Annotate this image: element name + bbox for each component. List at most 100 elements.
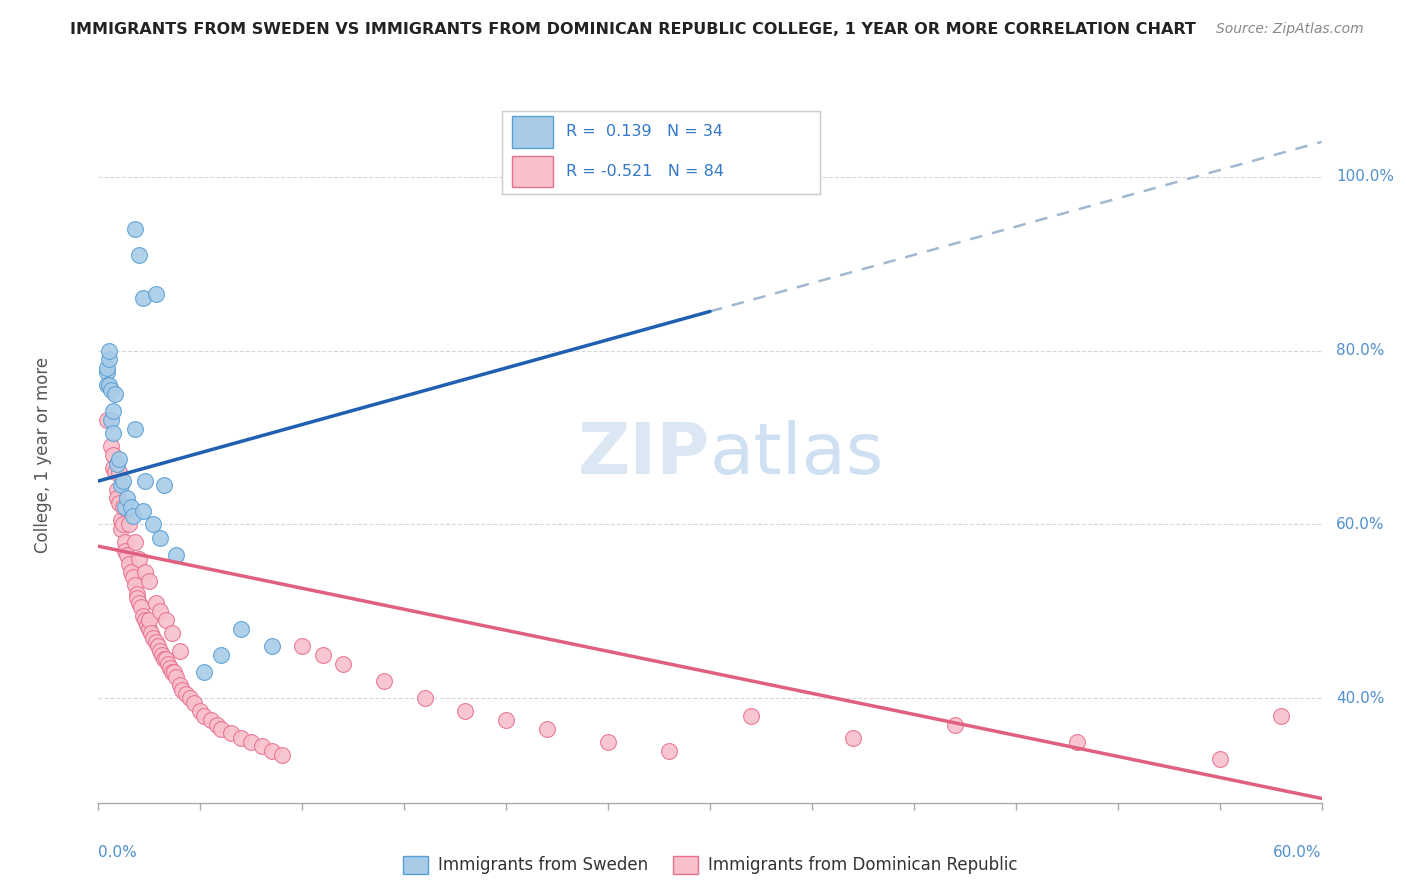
Point [134,613,156,627]
Point [260,639,283,653]
Point [110,513,132,527]
Point [100,413,122,427]
Point [105,483,128,497]
Point [169,643,191,657]
Point [260,744,283,758]
Point [159,661,181,675]
Point [145,287,167,301]
Point [495,713,517,727]
Point [209,722,232,736]
Point [598,735,620,749]
Point [219,726,242,740]
Point [142,517,165,532]
Point [193,708,215,723]
Point [108,496,131,510]
Point [138,622,160,636]
Point [270,747,294,762]
Text: College, 1 year or more: College, 1 year or more [34,357,52,553]
Point [132,291,155,305]
Point [127,591,149,606]
Point [138,613,160,627]
Point [108,466,131,480]
Point [142,631,165,645]
Point [841,731,863,745]
Point [231,622,253,636]
Point [149,531,172,545]
Point [115,548,138,562]
Point [152,478,174,492]
Point [101,426,124,441]
Point [170,682,193,697]
Point [108,452,131,467]
Point [134,566,156,580]
Point [205,717,228,731]
Point [160,665,183,680]
Text: 0.0%: 0.0% [98,845,138,860]
Point [100,383,122,397]
Point [134,474,156,488]
Point [413,691,436,706]
Point [97,343,120,358]
Point [149,643,172,657]
Point [97,378,120,392]
Point [122,570,145,584]
Text: 60.0%: 60.0% [1336,517,1385,532]
Point [104,466,127,480]
Point [658,744,681,758]
Point [291,639,314,653]
Text: Source: ZipAtlas.com: Source: ZipAtlas.com [1216,22,1364,37]
Point [128,248,150,262]
Point [188,705,212,719]
Point [128,596,150,610]
Point [149,605,172,619]
Point [250,739,273,754]
Point [536,722,558,736]
Point [145,596,167,610]
Point [120,566,142,580]
Point [1270,708,1292,723]
Point [231,731,253,745]
Point [100,439,122,453]
Text: 40.0%: 40.0% [1336,691,1385,706]
Point [179,691,201,706]
Point [152,652,174,666]
Point [118,517,141,532]
Text: ZIP: ZIP [578,420,710,490]
Point [111,500,134,514]
Text: IMMIGRANTS FROM SWEDEN VS IMMIGRANTS FROM DOMINICAN REPUBLIC COLLEGE, 1 YEAR OR : IMMIGRANTS FROM SWEDEN VS IMMIGRANTS FRO… [70,22,1197,37]
Point [240,735,263,749]
Point [1066,735,1088,749]
Point [105,491,128,506]
Point [454,705,477,719]
Point [96,378,118,392]
Point [118,557,141,571]
Point [132,608,155,623]
Point [183,696,205,710]
Point [124,578,146,592]
Point [96,365,118,379]
Point [163,665,186,680]
Point [124,535,146,549]
Point [110,522,132,536]
Point [145,635,167,649]
Point [193,665,215,680]
Point [127,587,149,601]
Point [141,626,163,640]
Point [101,448,124,462]
Text: 80.0%: 80.0% [1336,343,1385,358]
Point [114,535,136,549]
Point [312,648,335,662]
Point [200,713,222,727]
Text: 100.0%: 100.0% [1336,169,1395,184]
Point [111,474,134,488]
Point [96,413,118,427]
Point [114,543,136,558]
Point [156,657,179,671]
Point [122,508,145,523]
Point [105,457,128,471]
Point [110,478,132,492]
Text: atlas: atlas [710,420,884,490]
Point [96,360,118,375]
Point [165,670,187,684]
Point [146,639,169,653]
